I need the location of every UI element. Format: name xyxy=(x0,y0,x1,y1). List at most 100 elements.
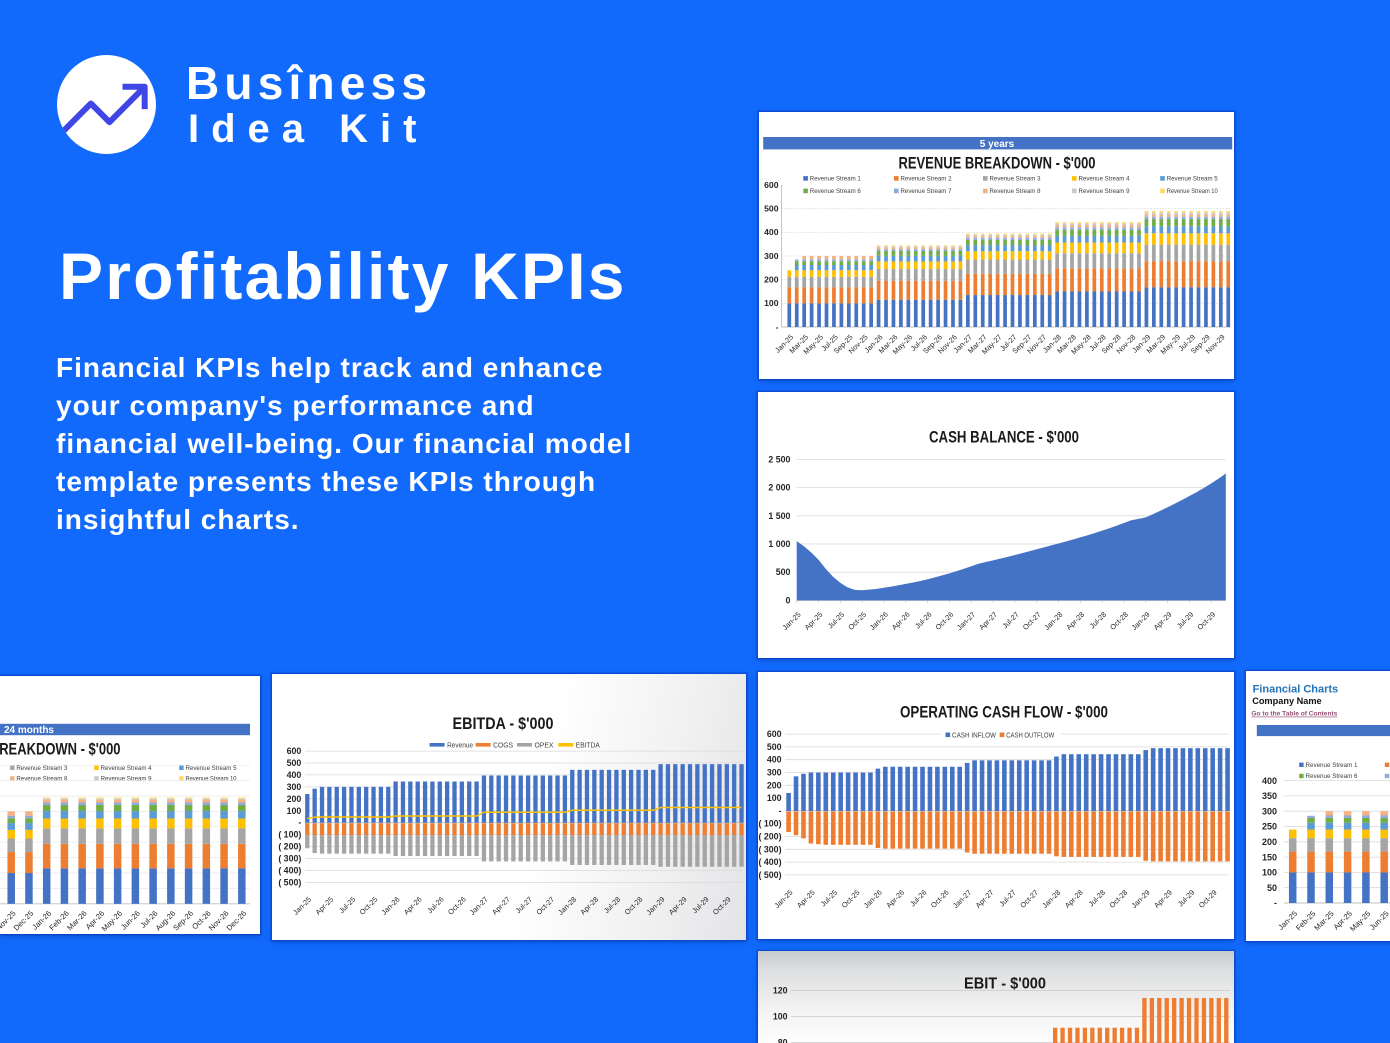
svg-text:( 400): ( 400) xyxy=(278,865,301,875)
svg-text:-: - xyxy=(778,805,781,815)
svg-text:Jul-25: Jul-25 xyxy=(825,610,845,630)
svg-text:Oct-25: Oct-25 xyxy=(846,610,868,632)
svg-text:Oct-26: Oct-26 xyxy=(928,887,950,909)
svg-text:Oct-26: Oct-26 xyxy=(445,894,467,916)
svg-text:Jan-27: Jan-27 xyxy=(467,894,489,916)
svg-text:Jan-29: Jan-29 xyxy=(644,894,666,916)
svg-text:Oct-28: Oct-28 xyxy=(1108,610,1130,632)
svg-text:Oct-25: Oct-25 xyxy=(357,894,379,916)
svg-text:1 500: 1 500 xyxy=(768,511,790,521)
svg-text:( 400): ( 400) xyxy=(758,857,781,867)
svg-text:Apr-25: Apr-25 xyxy=(313,894,335,916)
svg-text:300: 300 xyxy=(764,251,779,261)
svg-text:( 100): ( 100) xyxy=(758,818,781,828)
svg-text:Jul-29: Jul-29 xyxy=(1175,887,1195,907)
svg-text:Financial Charts: Financial Charts xyxy=(1253,683,1339,695)
svg-text:Revenue Stream 8: Revenue Stream 8 xyxy=(989,188,1040,195)
svg-text:( 500): ( 500) xyxy=(278,877,301,887)
svg-text:Jul-27: Jul-27 xyxy=(1000,610,1020,630)
svg-text:Go to the Table of Contents: Go to the Table of Contents xyxy=(1251,710,1337,717)
svg-text:Dec-26: Dec-26 xyxy=(225,909,249,933)
svg-text:100: 100 xyxy=(766,793,781,803)
svg-text:Jan-26: Jan-26 xyxy=(861,887,883,909)
svg-text:Jun-25: Jun-25 xyxy=(1368,909,1390,932)
svg-text:Apr-28: Apr-28 xyxy=(578,894,600,916)
svg-text:May-25: May-25 xyxy=(1348,909,1372,933)
svg-text:( 200): ( 200) xyxy=(278,841,301,851)
svg-text:Jun-26: Jun-26 xyxy=(119,909,142,932)
svg-text:Jan-29: Jan-29 xyxy=(1129,610,1151,632)
svg-text:Apr-25: Apr-25 xyxy=(794,887,816,909)
svg-text:CASH INFLOW: CASH INFLOW xyxy=(952,732,996,739)
svg-text:300: 300 xyxy=(1262,806,1277,816)
svg-text:Revenue Stream 10: Revenue Stream 10 xyxy=(1166,188,1217,195)
svg-text:Revenue Stream 3: Revenue Stream 3 xyxy=(989,176,1040,183)
svg-text:2 000: 2 000 xyxy=(768,483,790,493)
svg-text:300: 300 xyxy=(766,767,781,777)
svg-text:Revenue Stream 9: Revenue Stream 9 xyxy=(101,776,152,783)
svg-text:Apr-26: Apr-26 xyxy=(401,894,423,916)
svg-text:200: 200 xyxy=(286,793,301,803)
svg-text:Revenue Stream 6: Revenue Stream 6 xyxy=(1306,773,1358,780)
svg-text:80: 80 xyxy=(777,1038,787,1043)
svg-text:100: 100 xyxy=(286,805,301,815)
svg-text:Revenue Stream 4: Revenue Stream 4 xyxy=(101,765,152,772)
svg-text:Apr-28: Apr-28 xyxy=(1062,887,1084,909)
svg-text:200: 200 xyxy=(1262,837,1277,847)
svg-text:400: 400 xyxy=(766,754,781,764)
svg-text:Oct-27: Oct-27 xyxy=(534,894,556,916)
svg-text:Apr-29: Apr-29 xyxy=(666,894,688,916)
svg-text:Revenue Stream 9: Revenue Stream 9 xyxy=(1078,188,1129,195)
svg-text:24 months: 24 months xyxy=(4,725,54,736)
svg-text:Jul-28: Jul-28 xyxy=(601,894,621,914)
svg-text:500: 500 xyxy=(766,741,781,751)
svg-text:200: 200 xyxy=(766,780,781,790)
svg-text:Revenue: Revenue xyxy=(447,740,473,749)
svg-text:-: - xyxy=(775,322,778,332)
svg-text:Apr-29: Apr-29 xyxy=(1151,610,1173,632)
svg-text:Jul-29: Jul-29 xyxy=(1174,610,1194,630)
svg-text:2 500: 2 500 xyxy=(768,454,790,464)
svg-text:100: 100 xyxy=(1262,867,1277,877)
svg-text:Jul-25: Jul-25 xyxy=(336,894,356,914)
svg-text:Jul-27: Jul-27 xyxy=(513,894,533,914)
svg-text:50: 50 xyxy=(1267,883,1277,893)
svg-text:Jan-29: Jan-29 xyxy=(1129,887,1151,909)
svg-text:Revenue Stream 7: Revenue Stream 7 xyxy=(900,188,951,195)
svg-text:Mar-25: Mar-25 xyxy=(1312,909,1335,932)
svg-text:Dec-25: Dec-25 xyxy=(12,909,36,933)
svg-text:Jul-29: Jul-29 xyxy=(690,894,710,914)
svg-text:Apr-25: Apr-25 xyxy=(802,610,824,632)
svg-text:Jan-28: Jan-28 xyxy=(556,894,578,916)
svg-text:Jul-28: Jul-28 xyxy=(1086,887,1106,907)
svg-text:Oct-27: Oct-27 xyxy=(1020,610,1042,632)
svg-text:1 000: 1 000 xyxy=(768,539,790,549)
svg-text:Apr-26: Apr-26 xyxy=(889,610,911,632)
svg-text:Oct-29: Oct-29 xyxy=(710,894,732,916)
svg-text:Jul-26: Jul-26 xyxy=(425,894,445,914)
svg-text:250: 250 xyxy=(1262,821,1277,831)
svg-text:Sep-26: Sep-26 xyxy=(171,909,195,933)
svg-text:Apr-27: Apr-27 xyxy=(973,887,995,909)
svg-text:Jul-26: Jul-26 xyxy=(907,887,927,907)
svg-text:Revenue Stream 5: Revenue Stream 5 xyxy=(186,765,237,772)
svg-text:600: 600 xyxy=(286,746,301,756)
svg-text:Revenue Stream 10: Revenue Stream 10 xyxy=(186,776,237,783)
svg-text:Company Name: Company Name xyxy=(1252,696,1321,706)
svg-text:Revenue Stream 3: Revenue Stream 3 xyxy=(16,765,67,772)
svg-text:400: 400 xyxy=(764,227,779,237)
svg-text:( 200): ( 200) xyxy=(758,831,781,841)
svg-text:400: 400 xyxy=(1262,776,1277,786)
svg-text:Revenue Stream 2: Revenue Stream 2 xyxy=(900,176,951,183)
svg-text:-: - xyxy=(1274,898,1277,908)
svg-text:Revenue Stream 4: Revenue Stream 4 xyxy=(1078,176,1129,183)
svg-text:300: 300 xyxy=(286,781,301,791)
svg-text:EBIT - $'000: EBIT - $'000 xyxy=(964,976,1046,993)
svg-text:Revenue Stream 1: Revenue Stream 1 xyxy=(1306,762,1358,769)
svg-text:500: 500 xyxy=(764,204,779,214)
svg-text:Jan-28: Jan-28 xyxy=(1040,887,1062,909)
svg-text:Jan-26: Jan-26 xyxy=(867,610,889,632)
svg-text:Revenue Stream 5: Revenue Stream 5 xyxy=(1166,176,1217,183)
svg-text:600: 600 xyxy=(766,729,781,739)
svg-text:0: 0 xyxy=(785,595,790,605)
